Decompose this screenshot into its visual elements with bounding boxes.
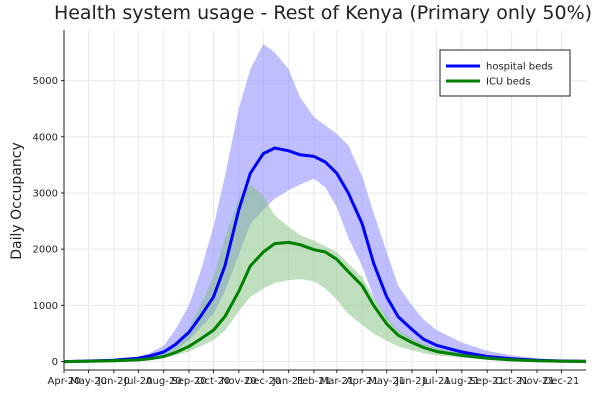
x-tick-label: Jun-21 xyxy=(395,376,428,387)
y-tick-label: 5000 xyxy=(33,76,58,87)
axes xyxy=(63,30,586,371)
line-icu-beds xyxy=(63,240,587,364)
x-tick-label: Feb-21 xyxy=(297,376,331,387)
x-tick-label: Jun-20 xyxy=(97,376,130,387)
x-tick-label: Nov-20 xyxy=(221,376,257,387)
y-tick-label: 4000 xyxy=(33,132,58,143)
x-tick-label: Apr-21 xyxy=(346,376,379,387)
x-tick-label: Jan-21 xyxy=(272,376,305,387)
x-tick-label: Dec-21 xyxy=(544,376,580,387)
confidence-bands xyxy=(64,44,586,362)
y-tick-label: 3000 xyxy=(33,188,58,199)
chart-title: Health system usage - Rest of Kenya (Pri… xyxy=(54,2,592,24)
x-tick-label: May-21 xyxy=(368,376,405,387)
y-tick-label: 1000 xyxy=(33,301,58,312)
line-hospital-beds xyxy=(63,146,587,364)
legend-box xyxy=(439,49,571,97)
legend-label-icu-beds: ICU beds xyxy=(486,77,531,88)
band-icu-beds xyxy=(64,184,586,362)
x-tick-label: Jul-20 xyxy=(123,376,152,387)
legend: hospital beds ICU beds xyxy=(439,49,571,97)
x-tick-label: Apr-20 xyxy=(48,376,81,387)
y-tick-label: 0 xyxy=(52,357,58,368)
y-axis-label: Daily Occupancy xyxy=(9,142,25,259)
x-tick-label: Oct-21 xyxy=(495,376,529,387)
x-tick-label: Mar-21 xyxy=(320,376,355,387)
x-tick-label: Nov-21 xyxy=(519,376,555,387)
x-tick-label: Jul-21 xyxy=(421,376,450,387)
y-tick-label: 2000 xyxy=(33,245,58,256)
tick-labels: 010002000300040005000Apr-20May-20Jun-20J… xyxy=(33,76,580,387)
legend-label-hospital-beds: hospital beds xyxy=(486,62,553,73)
x-tick-label: Sep-20 xyxy=(171,376,206,387)
series-lines xyxy=(63,146,587,364)
x-tick-label: Sep-21 xyxy=(470,376,505,387)
x-tick-label: Aug-21 xyxy=(444,376,480,387)
x-tick-label: Aug-20 xyxy=(146,376,182,387)
x-tick-label: Dec-20 xyxy=(245,376,281,387)
x-tick-label: Oct-20 xyxy=(197,376,231,387)
x-tick-label: May-20 xyxy=(70,376,107,387)
